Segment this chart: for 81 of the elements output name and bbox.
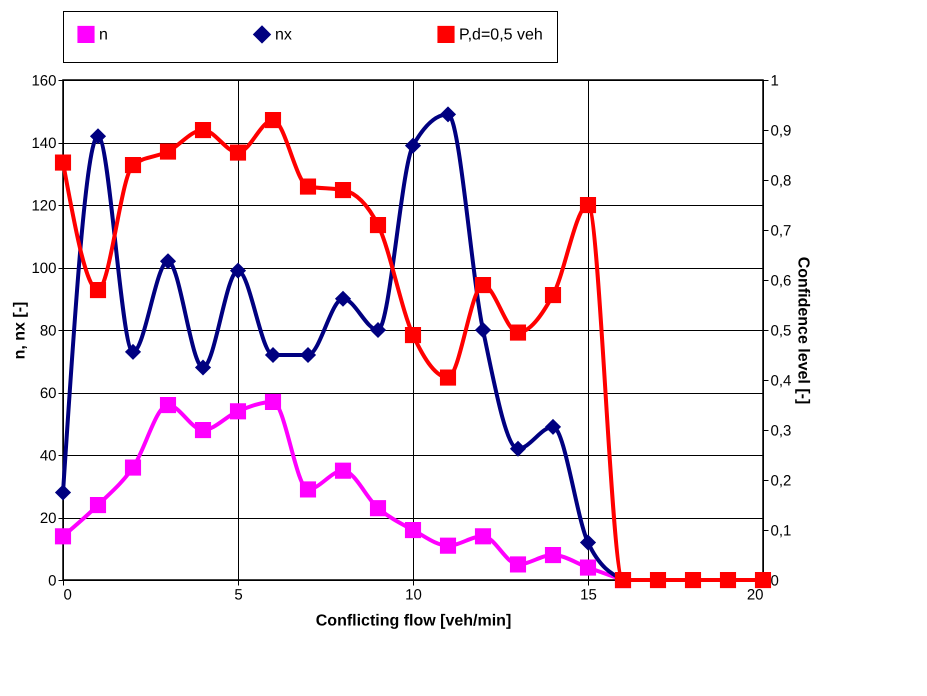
point xyxy=(370,500,386,516)
point xyxy=(194,122,212,138)
point xyxy=(440,369,456,386)
y-tick-label: 80 xyxy=(40,322,56,340)
x-tick-label: 10 xyxy=(405,586,422,604)
x-tick-label: 15 xyxy=(580,586,597,604)
point xyxy=(194,359,212,376)
legend-label: n xyxy=(99,26,108,44)
x-tick-label: 0 xyxy=(64,586,72,604)
y2-tick-label: 0,6 xyxy=(770,272,792,290)
point xyxy=(440,538,456,554)
point xyxy=(544,546,562,564)
point xyxy=(510,324,526,341)
point xyxy=(124,156,142,174)
y-axis-title: n, nx [-] xyxy=(11,302,28,360)
point xyxy=(264,394,282,410)
y-tick-label: 160 xyxy=(31,72,56,90)
point xyxy=(510,440,526,457)
point xyxy=(544,418,562,435)
point xyxy=(230,262,246,279)
legend-label: nx xyxy=(275,26,292,44)
point xyxy=(194,422,212,438)
y-tick-label: 140 xyxy=(31,135,56,152)
point xyxy=(544,286,562,304)
y-tick-label: 100 xyxy=(31,260,56,277)
point xyxy=(300,178,316,195)
point xyxy=(404,522,422,538)
point xyxy=(474,276,492,294)
point xyxy=(720,572,736,588)
y2-tick-label: 0,4 xyxy=(770,372,792,390)
point xyxy=(370,216,386,234)
point xyxy=(404,138,422,154)
y2-tick-label: 0,7 xyxy=(770,222,792,240)
y-tick-label: 20 xyxy=(40,510,56,527)
y2-tick-label: 0,2 xyxy=(770,472,792,490)
point xyxy=(334,290,352,307)
point xyxy=(54,154,72,171)
point xyxy=(684,572,702,588)
point xyxy=(440,106,456,122)
point xyxy=(580,559,596,576)
point xyxy=(54,484,72,501)
y2-tick-label: 0,1 xyxy=(770,522,792,540)
point xyxy=(754,572,772,588)
point xyxy=(264,112,282,128)
x-tick-label: 5 xyxy=(234,586,243,604)
y2-tick-label: 0 xyxy=(770,572,779,590)
point xyxy=(230,403,246,420)
point xyxy=(230,144,246,161)
point xyxy=(124,344,142,360)
y2-tick-label: 1 xyxy=(770,72,779,90)
point xyxy=(334,182,352,198)
point xyxy=(300,481,316,498)
y2-tick-label: 0,9 xyxy=(770,122,792,140)
point xyxy=(474,528,492,544)
y-tick-label: 0 xyxy=(48,572,56,590)
point xyxy=(160,253,176,270)
point xyxy=(54,528,72,544)
point xyxy=(650,572,666,588)
point xyxy=(370,322,386,338)
y2-axis-title: Confidence level [-] xyxy=(794,256,812,404)
point xyxy=(580,534,596,551)
legend-label: P,d=0,5 veh xyxy=(459,26,543,44)
y2-tick-label: 0,5 xyxy=(770,322,792,340)
point xyxy=(124,459,142,476)
point xyxy=(160,143,176,160)
point xyxy=(90,496,106,514)
point xyxy=(580,196,596,214)
y-tick-label: 60 xyxy=(40,385,56,402)
point xyxy=(160,396,176,414)
point xyxy=(90,282,106,298)
point xyxy=(334,462,352,479)
point xyxy=(404,326,422,344)
y2-tick-label: 0,3 xyxy=(770,422,792,440)
y2-tick-label: 0,8 xyxy=(770,172,792,190)
y-tick-label: 120 xyxy=(31,198,56,214)
x-tick-label: 20 xyxy=(746,586,764,604)
y-tick-label: 40 xyxy=(40,448,56,464)
point xyxy=(90,128,106,144)
x-axis-title: Conflicting flow [veh/min] xyxy=(316,612,512,630)
point xyxy=(474,322,492,338)
point xyxy=(510,556,526,572)
